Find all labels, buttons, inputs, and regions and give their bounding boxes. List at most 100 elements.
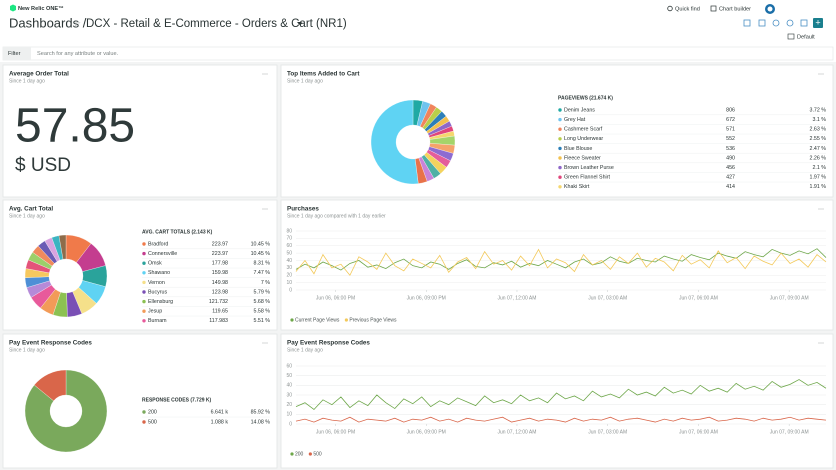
legend-label: Previous Page Views	[349, 317, 397, 323]
logo: New Relic ONE™	[18, 6, 64, 12]
time-picker[interactable]: Default	[797, 34, 815, 40]
line-series	[295, 248, 827, 276]
table-header: AVG. CART TOTALS (2.143 K)	[142, 229, 213, 235]
avatar-inner	[767, 6, 773, 12]
row-percent: 2.1 %	[812, 165, 826, 171]
row-name: Denim Jeans	[564, 107, 595, 113]
chart-builder-icon[interactable]	[710, 5, 717, 12]
legend-dot	[558, 165, 562, 170]
row-value: 571	[726, 127, 735, 133]
filter-button[interactable]	[3, 47, 31, 60]
menu-dot[interactable]	[822, 342, 824, 344]
row-percent: 3.1 %	[812, 117, 826, 123]
legend-dot	[142, 410, 146, 414]
row-name: Burnam	[148, 318, 167, 324]
row-value: 427	[726, 175, 735, 181]
x-tick-label: Jun 06, 09:00 PM	[407, 429, 446, 435]
menu-dot[interactable]	[822, 208, 824, 210]
y-tick-label: 0	[289, 421, 292, 427]
filter-input[interactable]: Search for any attribute or value.	[37, 51, 119, 57]
edit-icon[interactable]	[758, 19, 766, 27]
filter-bar	[2, 46, 834, 61]
favorite-star[interactable]: ☆	[73, 18, 81, 28]
row-percent: 10.45 %	[251, 251, 271, 257]
theme-icon[interactable]	[786, 19, 794, 27]
menu-dot[interactable]	[266, 73, 268, 75]
widget-subtitle: Since 1 day ago	[9, 78, 45, 84]
search-icon[interactable]	[667, 5, 673, 12]
dashboard-title[interactable]: DCX - Retail & E-Commerce - Orders & Car…	[86, 18, 347, 30]
row-name: Cashmere Scarf	[564, 127, 603, 133]
menu-dot[interactable]	[262, 342, 264, 344]
row-name: Fleece Sweater	[564, 155, 601, 161]
breadcrumb[interactable]: Dashboards /	[9, 15, 87, 30]
menu-dot[interactable]	[818, 342, 820, 344]
menu-dot[interactable]	[820, 342, 822, 344]
row-name: 200	[148, 409, 157, 415]
row-percent: 7.47 %	[254, 270, 271, 276]
row-value: 552	[726, 136, 735, 142]
row-value: 1.088 k	[211, 419, 229, 425]
row-percent: 8.31 %	[254, 261, 271, 267]
legend-dot	[558, 108, 562, 112]
chart-builder[interactable]: Chart builder	[719, 6, 751, 12]
row-percent: 10.45 %	[251, 241, 271, 247]
menu-dot[interactable]	[820, 73, 822, 75]
export-icon[interactable]	[743, 19, 751, 27]
x-tick-label: Jun 07, 06:00 AM	[679, 295, 718, 301]
menu-dot[interactable]	[818, 208, 820, 210]
row-name: Jesup	[148, 309, 162, 315]
legend-dot	[142, 242, 146, 246]
menu-dot[interactable]	[264, 342, 266, 344]
legend-dot	[142, 290, 146, 294]
title-caret[interactable]	[297, 22, 302, 25]
y-tick-label: 80	[286, 228, 292, 234]
legend-dot	[142, 280, 146, 285]
menu-dot[interactable]	[262, 73, 264, 75]
legend-dot	[558, 175, 562, 179]
row-percent: 2.55 %	[810, 136, 827, 142]
row-value: 177.98	[212, 261, 228, 267]
pie-slice	[58, 234, 67, 260]
y-tick-label: 70	[286, 236, 292, 242]
menu-dot[interactable]	[818, 73, 820, 75]
row-name: Omsk	[148, 261, 162, 267]
y-tick-label: 20	[286, 402, 292, 408]
row-name: Brown Leather Purse	[564, 165, 614, 171]
line-series	[295, 416, 827, 423]
row-percent: 2.26 %	[810, 155, 827, 161]
legend-dot	[142, 261, 146, 265]
menu-dot[interactable]	[266, 208, 268, 210]
menu-dot[interactable]	[820, 208, 822, 210]
y-tick-label: 10	[286, 280, 292, 286]
row-percent: 7 %	[261, 280, 270, 286]
row-value: 121.732	[209, 299, 228, 305]
x-tick-label: Jun 06, 09:00 PM	[407, 295, 446, 301]
row-name: Blue Blouse	[564, 146, 592, 152]
legend-dot	[558, 127, 562, 131]
row-value: 806	[726, 107, 735, 113]
widget-subtitle: Since 1 day ago	[287, 78, 323, 84]
menu-dot[interactable]	[264, 208, 266, 210]
pie-slice	[370, 99, 419, 185]
menu-dot[interactable]	[264, 73, 266, 75]
fullscreen-icon[interactable]	[800, 19, 808, 27]
calendar-icon[interactable]	[787, 33, 795, 40]
legend-dot	[558, 146, 562, 151]
row-value: 123.98	[212, 289, 228, 295]
quick-find[interactable]: Quick find	[675, 6, 700, 12]
row-percent: 5.51 %	[254, 318, 271, 324]
add-widget-button[interactable]	[813, 18, 823, 28]
legend-dot	[142, 309, 146, 313]
logo-icon	[10, 4, 16, 12]
x-tick-label: Jun 07, 09:00 AM	[770, 295, 809, 301]
row-value: 414	[726, 184, 735, 190]
x-tick-label: Jun 07, 03:00 AM	[588, 429, 627, 435]
menu-dot[interactable]	[266, 342, 268, 344]
row-name: Vernon	[148, 280, 165, 286]
share-icon[interactable]	[772, 19, 780, 27]
menu-dot[interactable]	[262, 208, 264, 210]
row-name: Bucyrus	[148, 289, 167, 295]
menu-dot[interactable]	[822, 73, 824, 75]
row-percent: 2.63 %	[810, 127, 827, 133]
